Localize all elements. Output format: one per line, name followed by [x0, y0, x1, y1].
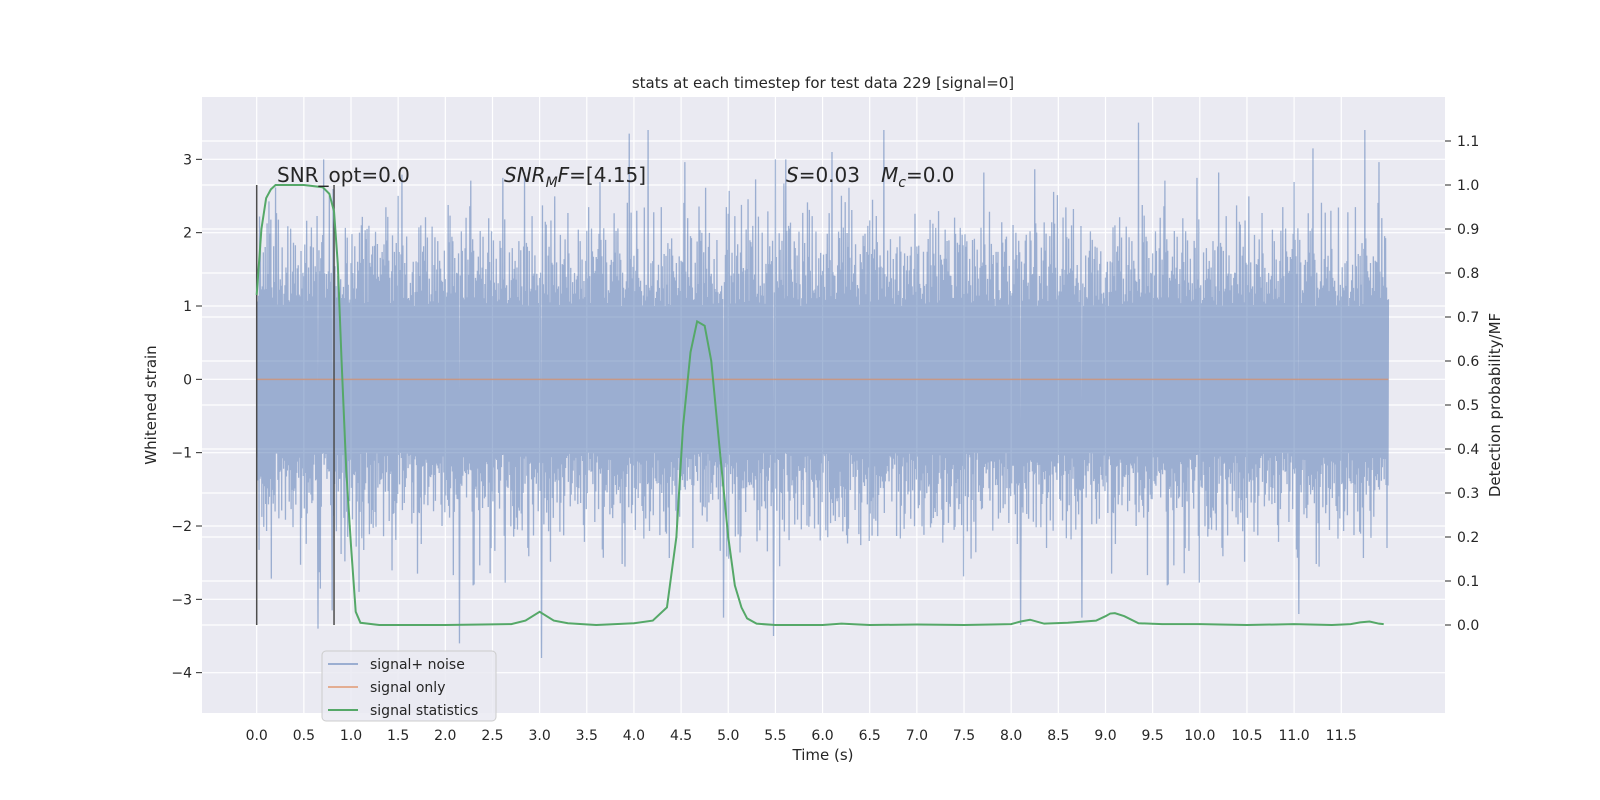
x-tick-label: 5.0 — [717, 728, 739, 744]
x-tick-label: 1.5 — [387, 728, 409, 744]
x-tick-label: 10.0 — [1184, 728, 1215, 744]
y-right-tick-label: 0.2 — [1457, 530, 1479, 546]
legend-label: signal only — [370, 680, 445, 696]
y-left-tick-label: 0 — [183, 372, 192, 388]
x-tick-label: 11.5 — [1326, 728, 1357, 744]
y-left-tick-label: −1 — [171, 446, 192, 462]
annotation-snr-opt: SNR_opt=0.0 — [277, 163, 410, 187]
y-right-tick-label: 0.3 — [1457, 486, 1479, 502]
y-left-tick-label: 3 — [183, 152, 192, 168]
legend-label: signal+ noise — [370, 657, 465, 673]
x-tick-label: 6.0 — [811, 728, 833, 744]
plot-area — [255, 122, 1390, 659]
y-left-tick-label: 1 — [183, 299, 192, 315]
x-tick-label: 4.0 — [623, 728, 645, 744]
y-right-tick-label: 0.0 — [1457, 618, 1479, 634]
y-right-tick-label: 1.0 — [1457, 178, 1479, 194]
x-tick-label: 4.5 — [670, 728, 692, 744]
y-right-tick-label: 0.6 — [1457, 354, 1479, 370]
y-right-tick-label: 0.1 — [1457, 574, 1479, 590]
x-tick-label: 7.0 — [906, 728, 928, 744]
legend-label: signal statistics — [370, 703, 478, 719]
legend: signal+ noise signal only signal statistic… — [321, 650, 497, 722]
x-tick-label: 2.5 — [481, 728, 503, 744]
chart-title: stats at each timestep for test data 229… — [632, 74, 1014, 92]
x-tick-label: 1.0 — [340, 728, 362, 744]
x-tick-label: 9.0 — [1094, 728, 1116, 744]
y-left-tick-label: −2 — [171, 519, 192, 535]
y-axis-label-right: Detection probability/MF — [1486, 313, 1504, 497]
series-signal-statistics — [255, 184, 1384, 627]
x-tick-label: 2.0 — [434, 728, 456, 744]
series-signal-noise — [256, 122, 1390, 659]
x-tick-label: 3.0 — [528, 728, 550, 744]
y-left-tick-label: −3 — [171, 592, 192, 608]
y-axis-label-left: Whitened strain — [142, 345, 160, 464]
annotation-s: S=0.03 — [786, 163, 860, 187]
x-tick-label: 8.5 — [1047, 728, 1069, 744]
y-right-tick-label: 0.9 — [1457, 222, 1479, 238]
x-axis-label: Time (s) — [792, 746, 854, 764]
x-tick-label: 0.5 — [293, 728, 315, 744]
x-tick-label: 0.0 — [246, 728, 268, 744]
x-tick-label: 9.5 — [1142, 728, 1164, 744]
annotations: SNR_opt=0.0 SNRMF=[4.15] S=0.03 Mc=0.0 — [277, 163, 955, 191]
y-right-tick-label: 1.1 — [1457, 134, 1479, 150]
x-tick-label: 6.5 — [859, 728, 881, 744]
x-tick-label: 3.5 — [576, 728, 598, 744]
x-tick-label: 11.0 — [1279, 728, 1310, 744]
x-tick-label: 10.5 — [1231, 728, 1262, 744]
y-right-tick-label: 0.8 — [1457, 266, 1479, 282]
y-left-tick-label: 2 — [183, 226, 192, 242]
x-tick-label: 5.5 — [764, 728, 786, 744]
y-right-tick-label: 0.7 — [1457, 310, 1479, 326]
x-tick-label: 7.5 — [953, 728, 975, 744]
y-right-tick-label: 0.5 — [1457, 398, 1479, 414]
x-tick-label: 8.0 — [1000, 728, 1022, 744]
annotation-mc: Mc=0.0 — [881, 163, 955, 191]
y-right-tick-label: 0.4 — [1457, 442, 1479, 458]
y-left-tick-label: −4 — [171, 666, 192, 682]
legend-box — [321, 650, 497, 722]
annotation-snr-mf: SNRMF=[4.15] — [504, 163, 646, 191]
axes: 0.0 0.5 1.0 1.5 2.0 2.5 3.0 3.5 4.0 4.5 5.0 5.5 6.0 6… — [171, 134, 1479, 744]
